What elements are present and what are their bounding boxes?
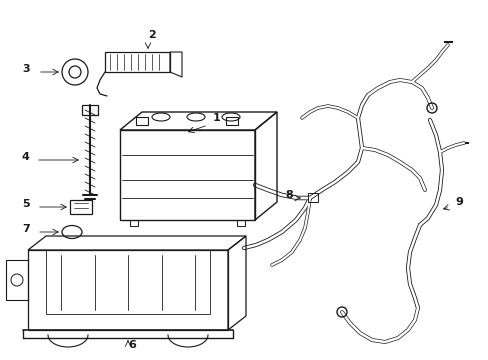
Text: 2: 2: [148, 30, 156, 40]
Text: 5: 5: [22, 199, 30, 209]
Text: 3: 3: [22, 64, 30, 74]
Text: 4: 4: [22, 152, 30, 162]
Text: 7: 7: [22, 224, 30, 234]
Text: 9: 9: [454, 197, 462, 207]
Text: 1: 1: [213, 113, 220, 123]
Text: 6: 6: [128, 340, 136, 350]
Text: 8: 8: [285, 190, 292, 200]
